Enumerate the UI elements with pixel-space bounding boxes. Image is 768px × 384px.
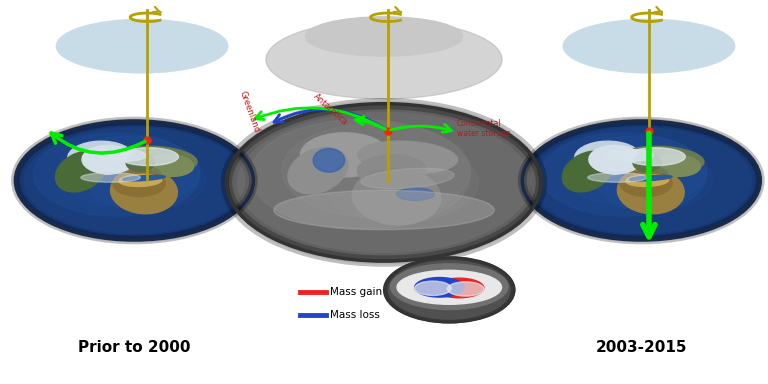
Text: 2003-2015: 2003-2015 bbox=[595, 340, 687, 355]
Ellipse shape bbox=[630, 175, 672, 181]
Circle shape bbox=[18, 122, 251, 239]
Circle shape bbox=[230, 105, 538, 260]
Ellipse shape bbox=[68, 141, 134, 174]
Ellipse shape bbox=[313, 149, 345, 172]
Ellipse shape bbox=[633, 154, 661, 172]
Ellipse shape bbox=[562, 151, 613, 192]
Ellipse shape bbox=[33, 133, 200, 216]
Ellipse shape bbox=[654, 155, 700, 177]
Ellipse shape bbox=[56, 19, 228, 73]
Ellipse shape bbox=[415, 278, 465, 297]
Circle shape bbox=[15, 121, 253, 240]
Ellipse shape bbox=[98, 149, 146, 161]
Ellipse shape bbox=[282, 123, 471, 218]
Ellipse shape bbox=[147, 155, 194, 177]
Ellipse shape bbox=[594, 151, 713, 210]
Ellipse shape bbox=[620, 170, 672, 197]
Ellipse shape bbox=[390, 264, 508, 310]
Circle shape bbox=[522, 121, 760, 240]
Ellipse shape bbox=[353, 168, 441, 225]
Ellipse shape bbox=[624, 159, 671, 180]
Ellipse shape bbox=[589, 146, 641, 174]
Ellipse shape bbox=[626, 148, 685, 166]
Ellipse shape bbox=[55, 151, 106, 192]
Ellipse shape bbox=[564, 136, 707, 207]
Ellipse shape bbox=[415, 281, 452, 295]
Ellipse shape bbox=[57, 136, 200, 207]
Ellipse shape bbox=[113, 170, 165, 197]
Text: Continental
water storage: Continental water storage bbox=[457, 119, 511, 138]
Ellipse shape bbox=[87, 151, 206, 210]
Ellipse shape bbox=[621, 146, 704, 173]
Ellipse shape bbox=[119, 148, 178, 166]
Ellipse shape bbox=[639, 167, 667, 179]
Ellipse shape bbox=[126, 154, 154, 172]
Circle shape bbox=[525, 122, 758, 239]
Text: Mass gain: Mass gain bbox=[330, 287, 382, 297]
Ellipse shape bbox=[361, 168, 454, 189]
Ellipse shape bbox=[588, 173, 647, 182]
Ellipse shape bbox=[300, 133, 389, 177]
Ellipse shape bbox=[605, 149, 653, 161]
Ellipse shape bbox=[357, 155, 426, 186]
Ellipse shape bbox=[288, 147, 348, 194]
Ellipse shape bbox=[250, 119, 471, 230]
Circle shape bbox=[227, 104, 541, 261]
Ellipse shape bbox=[626, 174, 669, 187]
Ellipse shape bbox=[321, 143, 478, 222]
Ellipse shape bbox=[574, 141, 641, 174]
Circle shape bbox=[384, 257, 515, 323]
Ellipse shape bbox=[396, 188, 435, 200]
Ellipse shape bbox=[111, 169, 177, 214]
Ellipse shape bbox=[123, 175, 165, 181]
Ellipse shape bbox=[563, 19, 735, 73]
Ellipse shape bbox=[117, 159, 164, 180]
Ellipse shape bbox=[81, 173, 141, 182]
Ellipse shape bbox=[119, 174, 162, 187]
Ellipse shape bbox=[540, 133, 707, 216]
Ellipse shape bbox=[266, 20, 502, 99]
Ellipse shape bbox=[434, 278, 484, 298]
Ellipse shape bbox=[397, 270, 502, 304]
Text: Antarctica: Antarctica bbox=[311, 92, 349, 127]
Ellipse shape bbox=[114, 146, 197, 173]
Ellipse shape bbox=[358, 141, 458, 173]
Text: Greenland: Greenland bbox=[238, 89, 261, 134]
Ellipse shape bbox=[274, 190, 495, 230]
Ellipse shape bbox=[617, 169, 684, 214]
Ellipse shape bbox=[305, 17, 462, 56]
Text: Mass loss: Mass loss bbox=[330, 310, 380, 320]
Text: Prior to 2000: Prior to 2000 bbox=[78, 340, 190, 355]
Ellipse shape bbox=[132, 167, 161, 179]
Ellipse shape bbox=[82, 146, 134, 174]
Ellipse shape bbox=[447, 282, 484, 296]
